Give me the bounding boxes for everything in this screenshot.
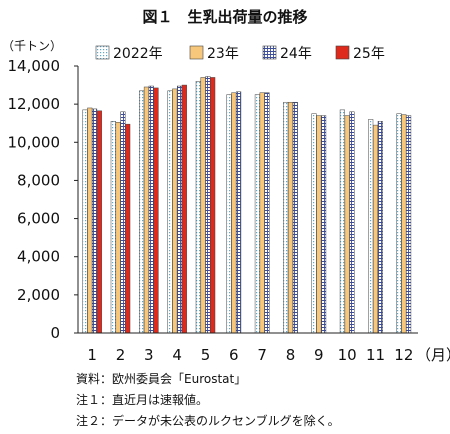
legend-label: 23年 <box>207 46 239 62</box>
y-axis-ticks: 0 2,000 4,000 6,000 8,000 10,000 12,000 14,000 <box>8 57 78 342</box>
legend-label: 2022年 <box>113 46 163 62</box>
x-tick-label: 1 <box>87 346 97 364</box>
y-tick-label: 12,000 <box>8 95 61 113</box>
y-tick-label: 4,000 <box>17 248 60 266</box>
y-tick-label: 10,000 <box>8 133 61 151</box>
bar-2022年-3 <box>139 90 145 334</box>
bar-2022年-2 <box>110 121 116 334</box>
bar-2022年-1 <box>82 109 88 334</box>
y-tick-label: 0 <box>50 324 60 342</box>
bar-24年-6 <box>236 91 242 334</box>
bar-2022年-6 <box>226 94 232 334</box>
bar-2022年-8 <box>283 101 289 334</box>
x-tick-label: 5 <box>201 346 211 364</box>
bar-2022年-11 <box>368 119 374 334</box>
bar-2022年-7 <box>254 94 260 334</box>
bar-23年-8 <box>287 101 294 334</box>
bar-23年-1 <box>87 107 93 334</box>
y-tick-label: 14,000 <box>8 57 61 75</box>
y-tick-label: 6,000 <box>17 210 60 228</box>
bar-23年-2 <box>115 122 121 334</box>
bar-25年-5 <box>210 77 216 334</box>
x-tick-label: 12 <box>394 346 413 364</box>
bar-24年-4 <box>177 85 183 334</box>
x-tick-label: 2 <box>116 346 126 364</box>
x-tick-label: 3 <box>144 346 154 364</box>
bar-24年-11 <box>377 121 383 334</box>
bar-23年-10 <box>344 115 350 334</box>
note-source: 資料：欧州委員会「Eurostat」 <box>76 372 246 386</box>
y-tick-label: 2,000 <box>17 286 60 304</box>
bar-2022年-5 <box>195 81 201 334</box>
note-1: 注１：直近月は速報値。 <box>76 392 208 407</box>
bar-2022年-12 <box>396 113 402 334</box>
bar-24年-5 <box>205 76 211 334</box>
x-tick-label: 10 <box>338 346 357 364</box>
legend-swatch-25年 <box>335 45 350 60</box>
legend-swatch-2022年 <box>95 45 110 60</box>
bar-2022年-10 <box>339 109 345 334</box>
bar-25年-4 <box>181 84 187 334</box>
x-axis-ticks: 1 2 3 4 5 6 7 8 9 10 11 12 <box>87 346 413 364</box>
legend: 2022年 23年 24年 25年 <box>95 45 385 62</box>
bar-24年-3 <box>148 85 154 334</box>
legend-label: 24年 <box>280 46 312 62</box>
bar-23年-11 <box>372 124 379 334</box>
x-tick-label: 8 <box>286 346 296 364</box>
bar-2022年-4 <box>167 90 173 334</box>
bar-23年-3 <box>143 86 149 334</box>
x-tick-label: 9 <box>314 346 324 364</box>
bar-25年-2 <box>125 123 131 334</box>
chart-title: 図１ 生乳出荷量の推移 <box>142 8 307 26</box>
bar-24年-7 <box>264 92 270 334</box>
bar-24年-10 <box>349 111 355 334</box>
bar-24年-8 <box>292 101 298 334</box>
bar-23年-7 <box>259 92 265 334</box>
bar-23年-6 <box>231 92 237 334</box>
y-axis-unit: （千トン） <box>2 39 62 53</box>
legend-swatch-24年 <box>262 45 277 60</box>
bar-23年-9 <box>316 115 322 334</box>
bar-24年-12 <box>406 115 412 334</box>
bar-25年-1 <box>96 110 102 334</box>
x-axis-unit: （月） <box>416 346 450 364</box>
bar-25年-3 <box>153 87 159 334</box>
x-tick-label: 6 <box>229 346 239 364</box>
bars <box>82 76 412 334</box>
note-2: 注２：データが未公表のルクセンブルグを除く。 <box>76 413 340 428</box>
bar-23年-5 <box>200 77 206 334</box>
bar-23年-4 <box>172 88 178 334</box>
bar-24年-1 <box>92 108 98 334</box>
legend-label: 25年 <box>353 46 385 62</box>
bar-2022年-9 <box>311 113 317 334</box>
y-tick-label: 8,000 <box>17 171 60 189</box>
x-tick-label: 7 <box>257 346 267 364</box>
bar-23年-12 <box>401 114 407 334</box>
legend-swatch-23年 <box>189 45 204 60</box>
bar-24年-2 <box>120 111 126 334</box>
bar-24年-9 <box>321 115 327 334</box>
x-tick-label: 4 <box>172 346 182 364</box>
x-tick-label: 11 <box>366 346 385 364</box>
